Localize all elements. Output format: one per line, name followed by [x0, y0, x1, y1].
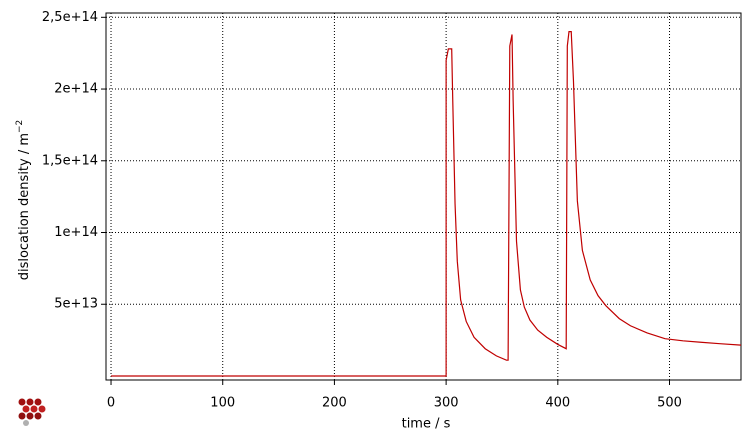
x-tick-label: 500 — [657, 396, 682, 411]
y-tick-label: 5e+13 — [54, 297, 98, 312]
x-axis-label: time / s — [402, 417, 451, 432]
y-tick-label: 1,5e+14 — [42, 153, 98, 168]
x-tick-label: 200 — [322, 396, 347, 411]
y-tick-label: 2,5e+14 — [42, 10, 98, 25]
y-axis-label-superscript: −2 — [15, 120, 25, 133]
y-tick-label: 2e+14 — [54, 82, 98, 97]
y-axis-label: dislocation density / m−2 — [15, 120, 32, 281]
data-line — [111, 31, 742, 377]
plot-frame — [105, 12, 742, 381]
x-tick-label: 300 — [434, 396, 459, 411]
logo — [18, 398, 46, 426]
y-axis-label-text: dislocation density / m — [17, 133, 32, 280]
x-tick-label: 0 — [107, 396, 115, 411]
x-tick-label: 400 — [545, 396, 570, 411]
y-tick-label: 1e+14 — [54, 225, 98, 240]
x-tick-label: 100 — [210, 396, 235, 411]
